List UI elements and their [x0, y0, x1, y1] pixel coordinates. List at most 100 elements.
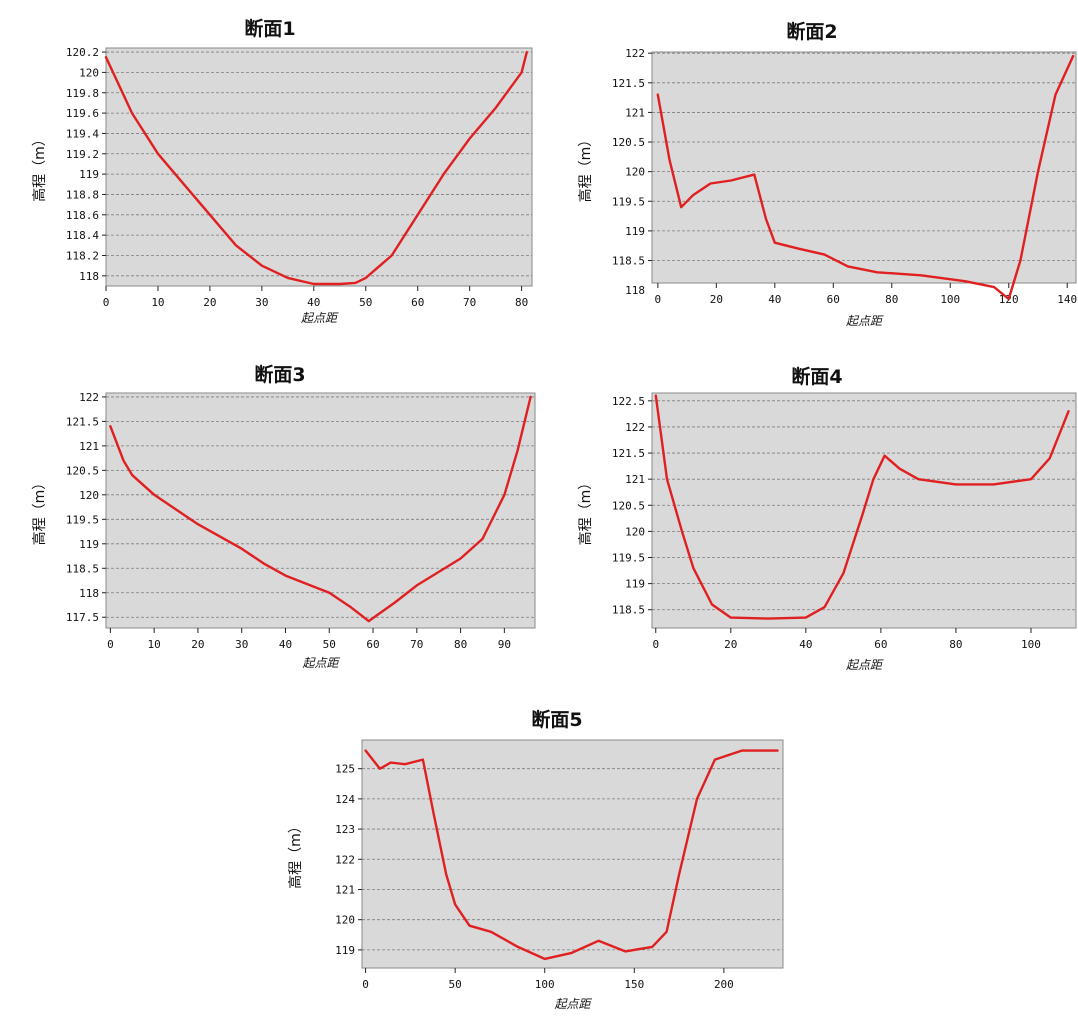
y-tick-label: 120	[625, 525, 645, 538]
x-tick-label: 80	[949, 638, 962, 651]
x-tick-label: 80	[454, 638, 467, 651]
y-tick-label: 121	[625, 473, 645, 486]
y-tick-label: 121.5	[612, 447, 645, 460]
x-tick-label: 40	[279, 638, 292, 651]
y-tick-label: 122	[335, 853, 355, 866]
elevation-profile-line	[109, 395, 532, 623]
y-tick-label: 119.5	[66, 513, 99, 526]
y-tick-label: 121.5	[612, 77, 645, 90]
y-tick-label: 120.5	[612, 499, 645, 512]
x-tick-label: 60	[827, 293, 840, 306]
y-tick-label: 118.5	[612, 254, 645, 267]
x-tick-label: 0	[107, 638, 114, 651]
x-tick-label: 150	[624, 978, 644, 991]
y-tick-label: 120	[79, 66, 99, 79]
y-tick-label: 121	[335, 883, 355, 896]
y-tick-label: 122	[625, 47, 645, 60]
x-tick-label: 80	[885, 293, 898, 306]
y-axis-label: 高程（m）	[577, 476, 594, 546]
x-tick-label: 50	[449, 978, 462, 991]
x-axis-label: 起点距	[302, 656, 340, 670]
x-tick-label: 0	[652, 638, 659, 651]
chart-title: 断面4	[791, 365, 842, 388]
y-tick-label: 122.5	[612, 395, 645, 408]
x-tick-label: 20	[191, 638, 204, 651]
y-tick-label: 118.8	[66, 188, 99, 201]
x-tick-label: 20	[724, 638, 737, 651]
x-tick-label: 140	[1057, 293, 1077, 306]
chart-panel-5: 断面5 119 120 121 122 123 124 125 0 50 100 150 200 起点距 高…	[287, 708, 784, 1011]
plot-area	[105, 47, 533, 287]
y-tick-label: 125	[335, 763, 355, 776]
chart-panel-1: 断面1 118 118.2 118.4 118.6 118.8 119 119.2 119.4 1…	[31, 17, 533, 325]
elevation-profile-line	[104, 50, 528, 286]
y-tick-label: 119	[79, 538, 99, 551]
y-tick-label: 120.2	[66, 46, 99, 59]
y-tick-label: 118	[625, 284, 645, 297]
y-tick-label: 121.5	[66, 415, 99, 428]
y-tick-label: 118.5	[66, 562, 99, 575]
chart-panel-4: 断面4 118.5 119 119.5 120 120.5 121 121.5 122 122.5…	[577, 365, 1077, 672]
y-axis-label: 高程（m）	[287, 819, 304, 889]
x-tick-label: 0	[362, 978, 369, 991]
y-tick-label: 120	[625, 166, 645, 179]
x-tick-label: 200	[714, 978, 734, 991]
y-tick-label: 122	[79, 391, 99, 404]
y-tick-label: 118	[79, 270, 99, 283]
x-tick-label: 40	[307, 296, 320, 309]
plot-area	[105, 392, 536, 629]
y-tick-label: 117.5	[66, 611, 99, 624]
y-tick-label: 119	[335, 944, 355, 957]
x-tick-label: 70	[463, 296, 476, 309]
chart-panel-3: 断面3 117.5 118 118.5 119 119.5 120 120.5 121 121.5…	[31, 363, 536, 670]
x-tick-label: 0	[103, 296, 110, 309]
chart-title: 断面1	[244, 17, 295, 40]
y-tick-label: 119.5	[612, 195, 645, 208]
x-axis-label: 起点距	[846, 658, 884, 672]
plot-area	[651, 51, 1077, 284]
y-tick-label: 120.5	[612, 136, 645, 149]
x-axis-label: 起点距	[301, 311, 339, 325]
x-tick-label: 100	[1021, 638, 1041, 651]
elevation-profile-line	[364, 749, 779, 961]
y-tick-label: 119.2	[66, 148, 99, 161]
x-tick-label: 10	[151, 296, 164, 309]
x-tick-label: 30	[235, 638, 248, 651]
y-axis-label: 高程（m）	[31, 476, 48, 546]
y-tick-label: 119	[79, 168, 99, 181]
x-axis-label: 起点距	[554, 997, 592, 1011]
x-tick-label: 30	[255, 296, 268, 309]
y-tick-label: 121	[79, 440, 99, 453]
chart-title: 断面2	[786, 20, 837, 43]
x-tick-label: 100	[535, 978, 555, 991]
y-tick-label: 118.5	[612, 604, 645, 617]
chart-panel-2: 断面2 118 118.5 119 119.5 120 120.5 121 121.5 122 0 2…	[577, 20, 1077, 328]
y-tick-label: 121	[625, 106, 645, 119]
y-tick-label: 118.6	[66, 209, 99, 222]
x-tick-label: 100	[940, 293, 960, 306]
x-tick-label: 50	[359, 296, 372, 309]
y-axis-label: 高程（m）	[577, 133, 594, 203]
y-tick-label: 123	[335, 823, 355, 836]
x-tick-label: 60	[366, 638, 379, 651]
y-tick-label: 120	[79, 489, 99, 502]
x-axis-label: 起点距	[846, 314, 884, 328]
x-tick-label: 20	[203, 296, 216, 309]
y-tick-label: 119	[625, 225, 645, 238]
y-tick-label: 122	[625, 421, 645, 434]
x-tick-label: 40	[768, 293, 781, 306]
x-tick-label: 0	[655, 293, 662, 306]
y-tick-label: 118	[79, 587, 99, 600]
x-tick-label: 50	[323, 638, 336, 651]
x-tick-label: 10	[148, 638, 161, 651]
y-axis-label: 高程（m）	[31, 132, 48, 202]
y-tick-label: 124	[335, 793, 355, 806]
y-tick-label: 119.4	[66, 127, 99, 140]
y-tick-label: 118.4	[66, 229, 99, 242]
x-tick-label: 60	[411, 296, 424, 309]
chart-title: 断面5	[531, 708, 582, 731]
y-tick-label: 120.5	[66, 464, 99, 477]
x-tick-label: 60	[874, 638, 887, 651]
y-tick-label: 120	[335, 914, 355, 927]
y-tick-label: 119.6	[66, 107, 99, 120]
